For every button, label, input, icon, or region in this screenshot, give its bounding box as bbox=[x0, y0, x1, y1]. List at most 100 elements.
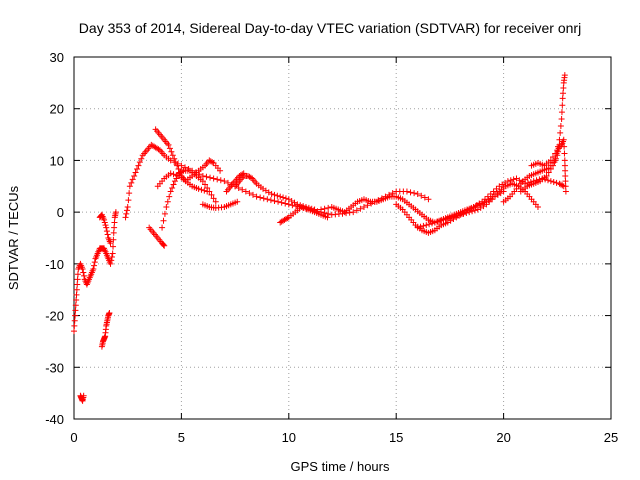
data-point bbox=[294, 201, 301, 208]
data-point bbox=[81, 272, 88, 279]
data-point bbox=[421, 194, 428, 201]
data-point bbox=[553, 179, 560, 186]
data-point bbox=[558, 116, 565, 123]
data-point bbox=[90, 266, 97, 273]
data-point bbox=[208, 191, 215, 198]
series-arc-14 bbox=[318, 180, 541, 226]
data-point bbox=[481, 196, 488, 203]
series-arc-12 bbox=[223, 170, 247, 195]
data-point bbox=[490, 188, 497, 195]
data-point bbox=[271, 191, 278, 198]
data-point bbox=[203, 173, 210, 180]
series-arc-13 bbox=[277, 203, 331, 226]
data-point bbox=[253, 193, 260, 200]
data-point bbox=[559, 95, 566, 102]
data-point bbox=[108, 257, 115, 264]
data-point bbox=[171, 178, 178, 185]
data-point bbox=[557, 129, 564, 136]
data-point bbox=[483, 201, 490, 208]
data-point bbox=[176, 169, 183, 176]
data-point bbox=[202, 181, 209, 188]
data-point bbox=[212, 198, 219, 205]
data-point bbox=[558, 109, 565, 116]
data-point bbox=[550, 162, 557, 169]
data-point bbox=[559, 182, 566, 189]
data-point bbox=[221, 178, 228, 185]
data-point bbox=[239, 171, 246, 178]
data-point bbox=[80, 269, 87, 276]
data-point bbox=[489, 196, 496, 203]
data-point bbox=[417, 223, 424, 230]
data-point bbox=[80, 392, 87, 399]
data-point bbox=[437, 217, 444, 224]
series-arc-19 bbox=[414, 188, 507, 231]
data-point bbox=[285, 201, 292, 208]
data-point bbox=[426, 221, 433, 228]
data-point bbox=[545, 169, 552, 176]
data-point bbox=[250, 191, 256, 198]
data-point bbox=[110, 229, 117, 236]
data-point bbox=[325, 204, 332, 211]
data-point bbox=[318, 206, 325, 213]
series-arc-1 bbox=[71, 209, 119, 335]
data-point bbox=[72, 307, 79, 314]
data-point bbox=[72, 302, 79, 309]
data-point bbox=[160, 217, 167, 224]
data-point bbox=[321, 205, 328, 212]
data-point bbox=[534, 203, 541, 210]
data-point bbox=[547, 178, 554, 185]
data-point bbox=[425, 196, 432, 203]
data-point bbox=[73, 297, 80, 304]
data-point bbox=[277, 193, 284, 200]
chart-title: Day 353 of 2014, Sidereal Day-to-day VTE… bbox=[79, 20, 581, 36]
data-point bbox=[454, 212, 461, 219]
series-arc-4 bbox=[96, 211, 114, 247]
x-tick-label: 15 bbox=[389, 430, 403, 445]
data-point bbox=[195, 185, 202, 192]
data-point bbox=[557, 122, 564, 129]
data-point bbox=[487, 191, 494, 198]
y-tick-label: -40 bbox=[45, 412, 64, 427]
data-point bbox=[170, 181, 177, 188]
series-arc-2 bbox=[77, 392, 87, 404]
data-point bbox=[102, 222, 109, 229]
data-point bbox=[407, 189, 414, 196]
grid-lines bbox=[74, 57, 611, 419]
data-point bbox=[411, 190, 418, 197]
data-point bbox=[418, 192, 425, 199]
data-point bbox=[562, 167, 569, 174]
data-point bbox=[138, 155, 145, 162]
data-point bbox=[128, 179, 135, 186]
data-point bbox=[284, 215, 291, 222]
data-point bbox=[107, 260, 114, 267]
data-point bbox=[166, 193, 173, 200]
data-point bbox=[449, 214, 456, 221]
data-point bbox=[325, 210, 332, 217]
data-point bbox=[267, 197, 274, 204]
data-point bbox=[175, 166, 182, 173]
data-point bbox=[167, 170, 174, 177]
data-point bbox=[559, 102, 566, 109]
x-tick-label: 0 bbox=[70, 430, 77, 445]
data-point bbox=[350, 209, 357, 216]
series-arc-10 bbox=[199, 198, 241, 212]
data-point bbox=[239, 186, 246, 193]
data-point bbox=[131, 172, 138, 179]
data-point bbox=[204, 188, 211, 195]
data-point bbox=[560, 90, 567, 97]
data-point bbox=[561, 72, 568, 79]
data-point bbox=[460, 210, 467, 217]
data-point bbox=[173, 172, 180, 179]
data-point bbox=[210, 195, 217, 202]
data-point bbox=[125, 197, 132, 204]
data-point bbox=[107, 240, 114, 247]
data-point bbox=[111, 219, 118, 226]
data-point bbox=[136, 159, 143, 166]
data-point bbox=[280, 194, 287, 201]
data-point bbox=[199, 178, 206, 185]
data-point bbox=[169, 152, 176, 159]
data-point bbox=[72, 312, 79, 319]
y-tick-label: -20 bbox=[45, 309, 64, 324]
data-point bbox=[560, 136, 567, 143]
data-point bbox=[110, 243, 117, 250]
